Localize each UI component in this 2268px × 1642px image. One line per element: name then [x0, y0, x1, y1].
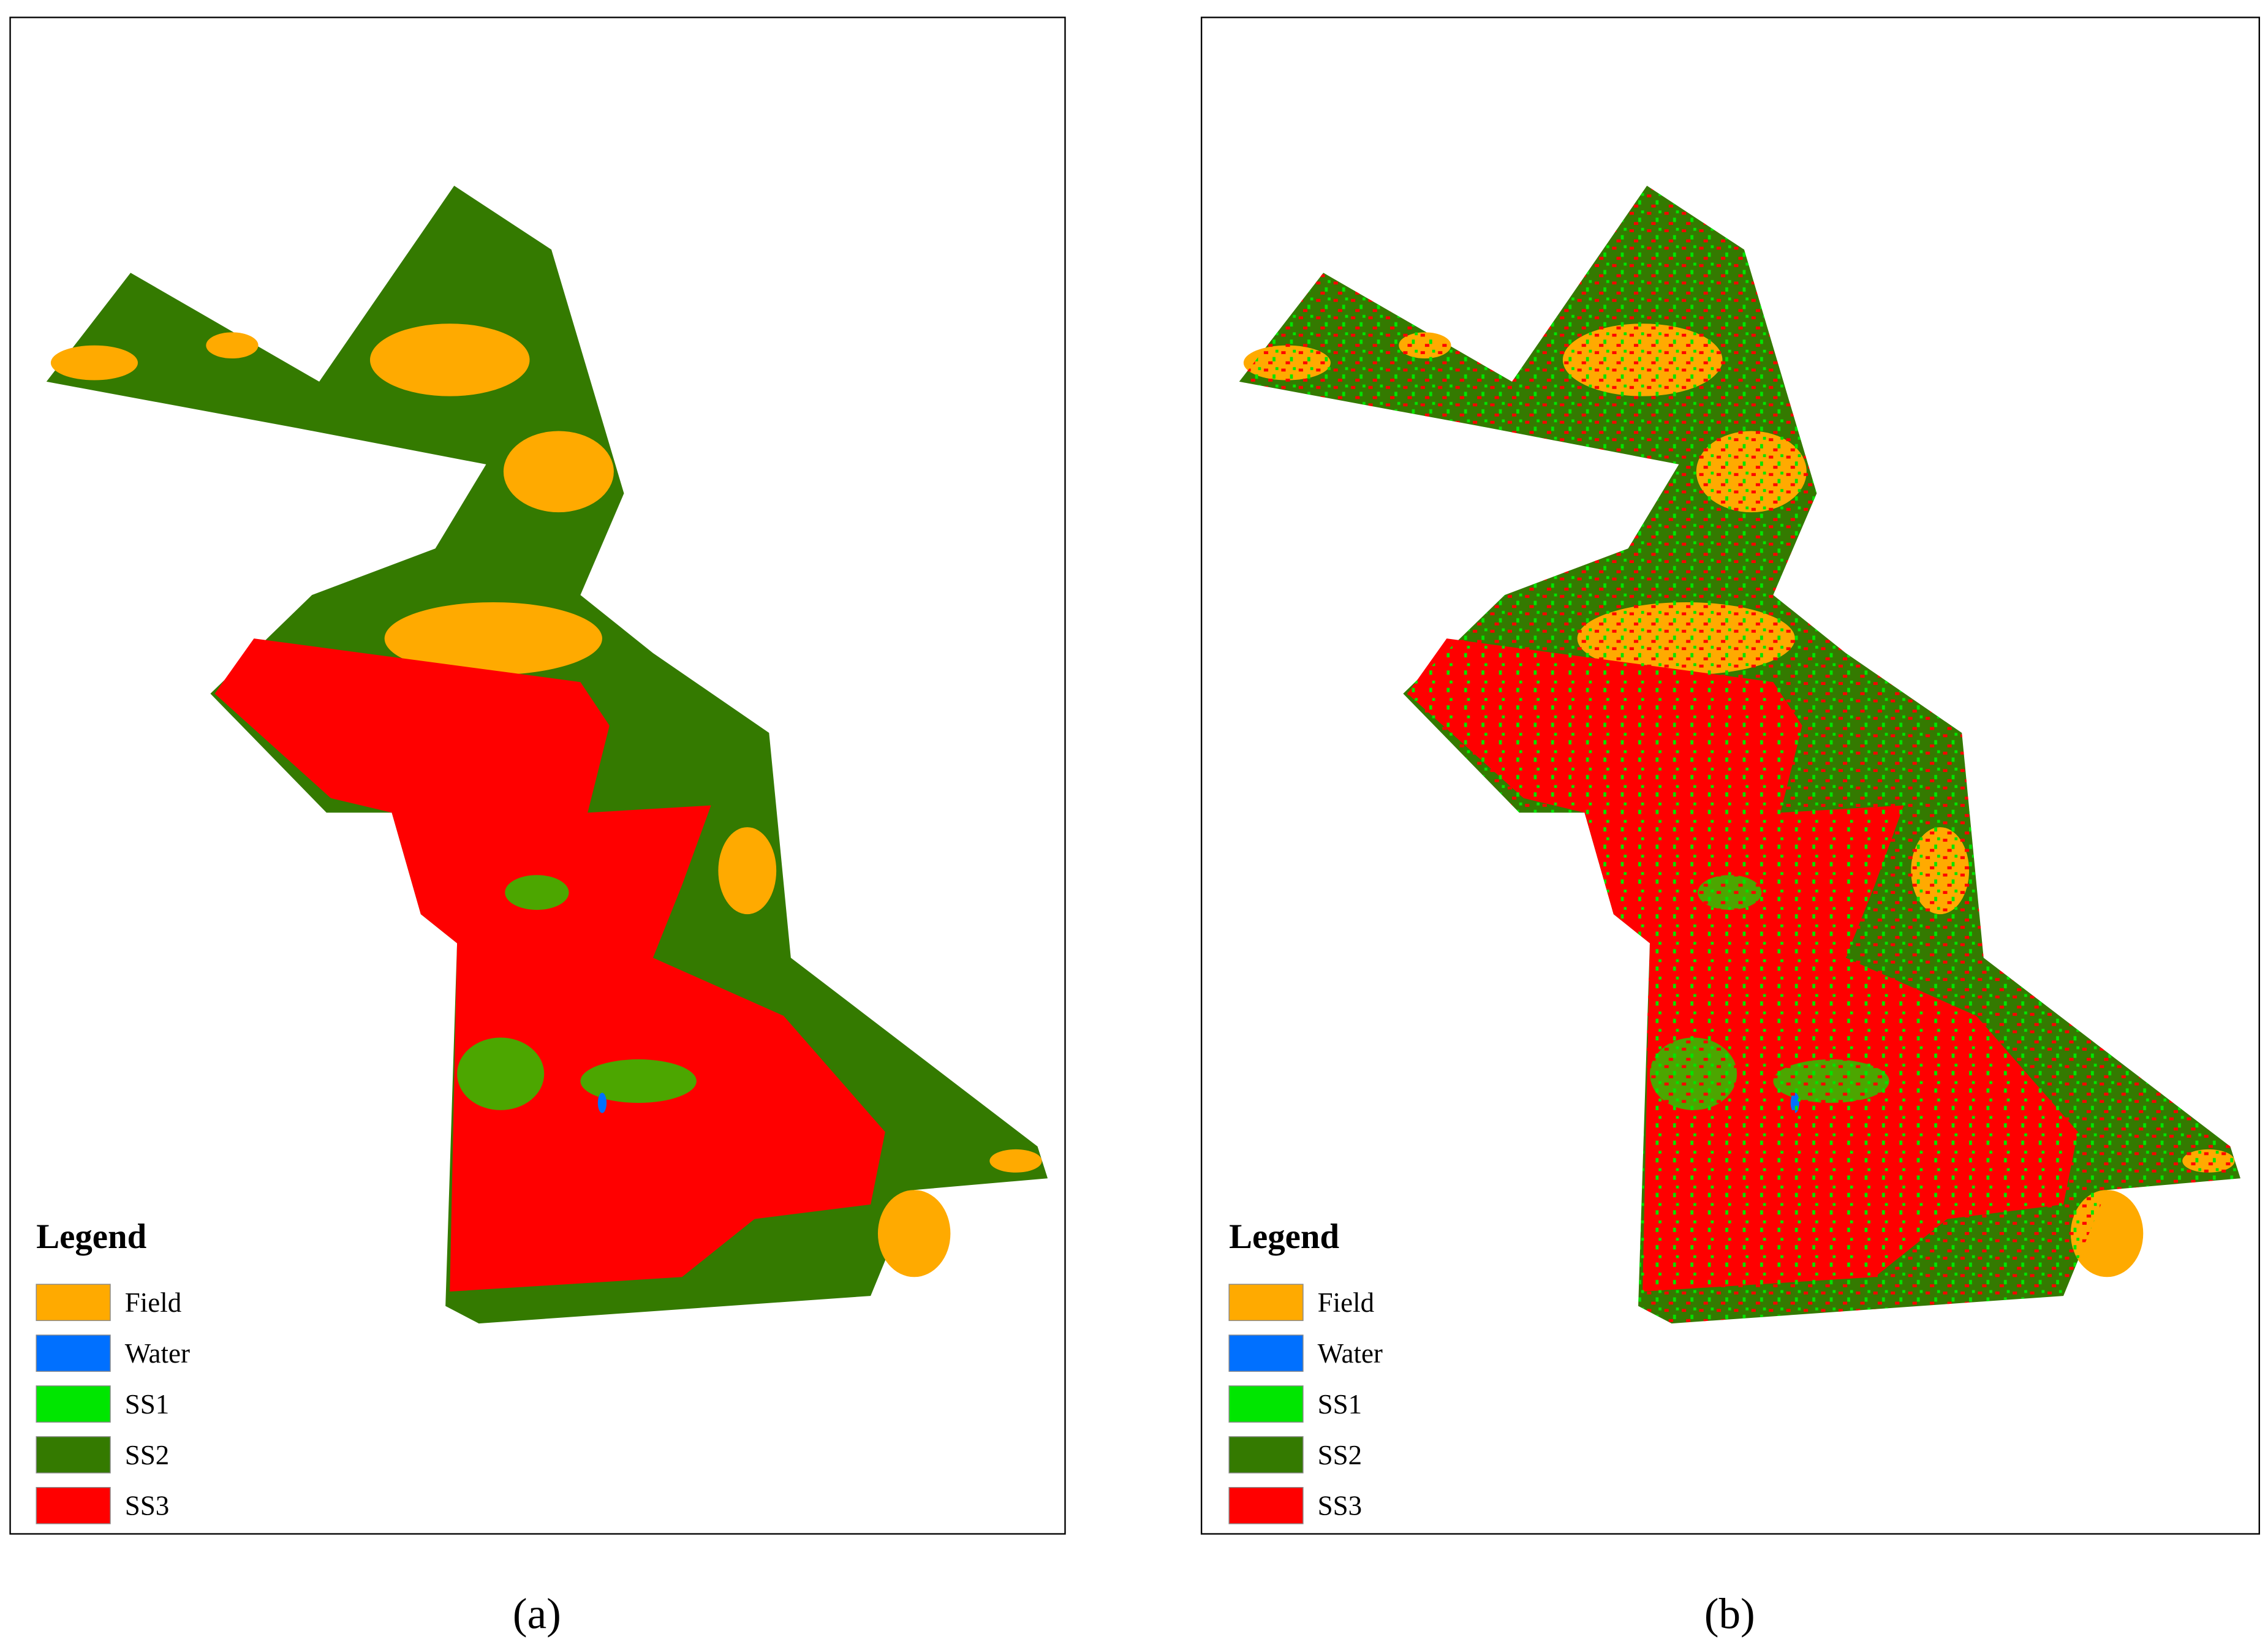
legend-label: Field	[1318, 1287, 1375, 1318]
legend-swatch	[36, 1385, 111, 1423]
legend-swatch	[1228, 1284, 1304, 1322]
caption: (a)	[513, 1590, 561, 1638]
legend-swatch	[36, 1284, 111, 1322]
map	[1239, 186, 2240, 1324]
legend-swatch	[36, 1436, 111, 1474]
legend-swatch	[1228, 1334, 1304, 1372]
legend-label: SS2	[125, 1440, 170, 1470]
legend-label: SS1	[1318, 1389, 1363, 1420]
legend-label: Water	[1318, 1338, 1383, 1369]
legend-swatch	[1228, 1436, 1304, 1474]
legend-label: SS1	[125, 1389, 170, 1420]
legends: Legend Field Water SS1 SS2 SS3 (a) Legend Field W…	[36, 1217, 1755, 1638]
legend-swatch	[36, 1334, 111, 1372]
legend-label: Field	[125, 1287, 182, 1318]
legend-label: Water	[125, 1338, 190, 1369]
caption: (b)	[1704, 1590, 1755, 1638]
panel-a	[9, 17, 1066, 1535]
legend-swatch	[1228, 1487, 1304, 1524]
legend-title: Legend	[1229, 1217, 1339, 1256]
legend-swatch	[1228, 1385, 1304, 1423]
legend-title: Legend	[36, 1217, 146, 1256]
legend-label: SS3	[1318, 1491, 1363, 1521]
legend-label: SS3	[125, 1491, 170, 1521]
legend-swatch	[36, 1487, 111, 1524]
panel-b	[1200, 17, 2260, 1535]
legend-label: SS2	[1318, 1440, 1363, 1470]
